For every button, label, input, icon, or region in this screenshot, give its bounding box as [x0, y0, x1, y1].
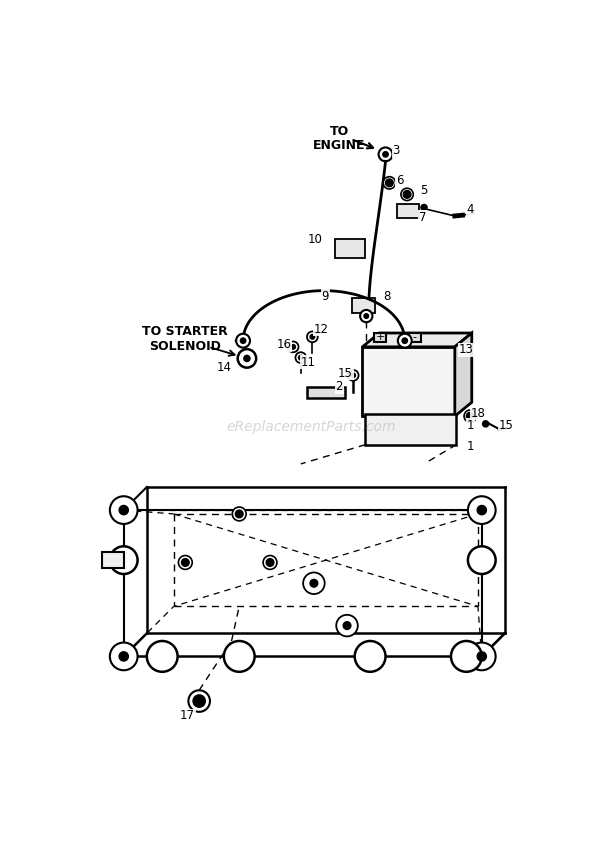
Circle shape [188, 690, 210, 711]
Bar [365, 414, 457, 445]
Text: 10: 10 [307, 233, 322, 246]
Circle shape [236, 334, 250, 348]
Bar [397, 204, 419, 218]
Circle shape [110, 547, 137, 574]
Circle shape [181, 558, 189, 566]
Circle shape [468, 643, 496, 671]
Circle shape [477, 506, 486, 515]
Circle shape [232, 507, 246, 521]
Circle shape [310, 335, 315, 339]
Text: 9: 9 [322, 290, 329, 303]
Text: 16: 16 [277, 338, 291, 351]
Circle shape [119, 506, 128, 515]
Bar [409, 333, 421, 343]
Circle shape [343, 621, 351, 630]
Text: 4: 4 [466, 203, 474, 216]
Bar [102, 552, 123, 568]
Circle shape [468, 496, 496, 524]
Circle shape [385, 179, 393, 187]
Text: 1: 1 [466, 439, 474, 453]
Circle shape [238, 349, 256, 368]
Circle shape [351, 373, 356, 377]
Circle shape [178, 556, 192, 570]
Circle shape [403, 190, 411, 198]
Text: 6: 6 [396, 174, 403, 187]
Text: 12: 12 [313, 323, 328, 336]
Circle shape [193, 695, 206, 707]
Text: 5: 5 [420, 184, 427, 197]
Circle shape [451, 641, 482, 672]
Text: 3: 3 [393, 144, 400, 157]
Circle shape [266, 558, 274, 566]
Circle shape [466, 412, 474, 420]
Circle shape [383, 177, 396, 189]
Circle shape [398, 334, 412, 348]
Circle shape [348, 370, 359, 381]
Text: TO
ENGINE: TO ENGINE [313, 125, 365, 152]
Circle shape [477, 652, 486, 661]
Text: +: + [376, 332, 385, 342]
Circle shape [235, 510, 243, 518]
Circle shape [288, 342, 299, 352]
Circle shape [263, 556, 277, 570]
Circle shape [310, 580, 318, 587]
Circle shape [464, 410, 477, 422]
Text: 11: 11 [301, 356, 316, 369]
Text: 14: 14 [216, 361, 231, 374]
Circle shape [364, 314, 368, 319]
Circle shape [110, 643, 137, 671]
Circle shape [299, 355, 303, 360]
Circle shape [147, 641, 178, 672]
Circle shape [303, 572, 325, 594]
Text: 15: 15 [338, 366, 353, 380]
Text: 1: 1 [466, 419, 474, 432]
Text: 18: 18 [471, 406, 485, 420]
Circle shape [383, 151, 389, 157]
Circle shape [110, 496, 137, 524]
Polygon shape [455, 333, 472, 416]
Circle shape [295, 352, 306, 363]
Circle shape [244, 355, 250, 361]
Bar [351, 298, 375, 313]
Text: 8: 8 [384, 291, 391, 303]
Circle shape [360, 310, 373, 322]
Bar [336, 239, 365, 258]
Bar [362, 347, 455, 416]
Circle shape [307, 332, 318, 343]
Circle shape [354, 641, 385, 672]
Text: 17: 17 [180, 709, 195, 722]
Circle shape [119, 652, 128, 661]
Text: 2: 2 [336, 381, 343, 394]
Circle shape [224, 641, 255, 672]
Circle shape [240, 338, 246, 343]
Circle shape [379, 147, 392, 162]
Bar [307, 387, 345, 398]
Circle shape [483, 421, 489, 427]
Text: TO STARTER
SOLENOID: TO STARTER SOLENOID [142, 326, 228, 353]
Text: 7: 7 [419, 211, 426, 224]
Text: 13: 13 [459, 343, 474, 356]
Circle shape [291, 344, 295, 349]
Text: eReplacementParts.com: eReplacementParts.com [227, 420, 396, 434]
Circle shape [402, 338, 407, 343]
Circle shape [336, 615, 358, 637]
Bar [374, 333, 386, 343]
Text: 15: 15 [498, 419, 513, 432]
Circle shape [401, 188, 413, 201]
Text: -: - [413, 332, 416, 342]
Circle shape [421, 204, 427, 211]
Circle shape [468, 547, 496, 574]
Polygon shape [362, 333, 472, 347]
